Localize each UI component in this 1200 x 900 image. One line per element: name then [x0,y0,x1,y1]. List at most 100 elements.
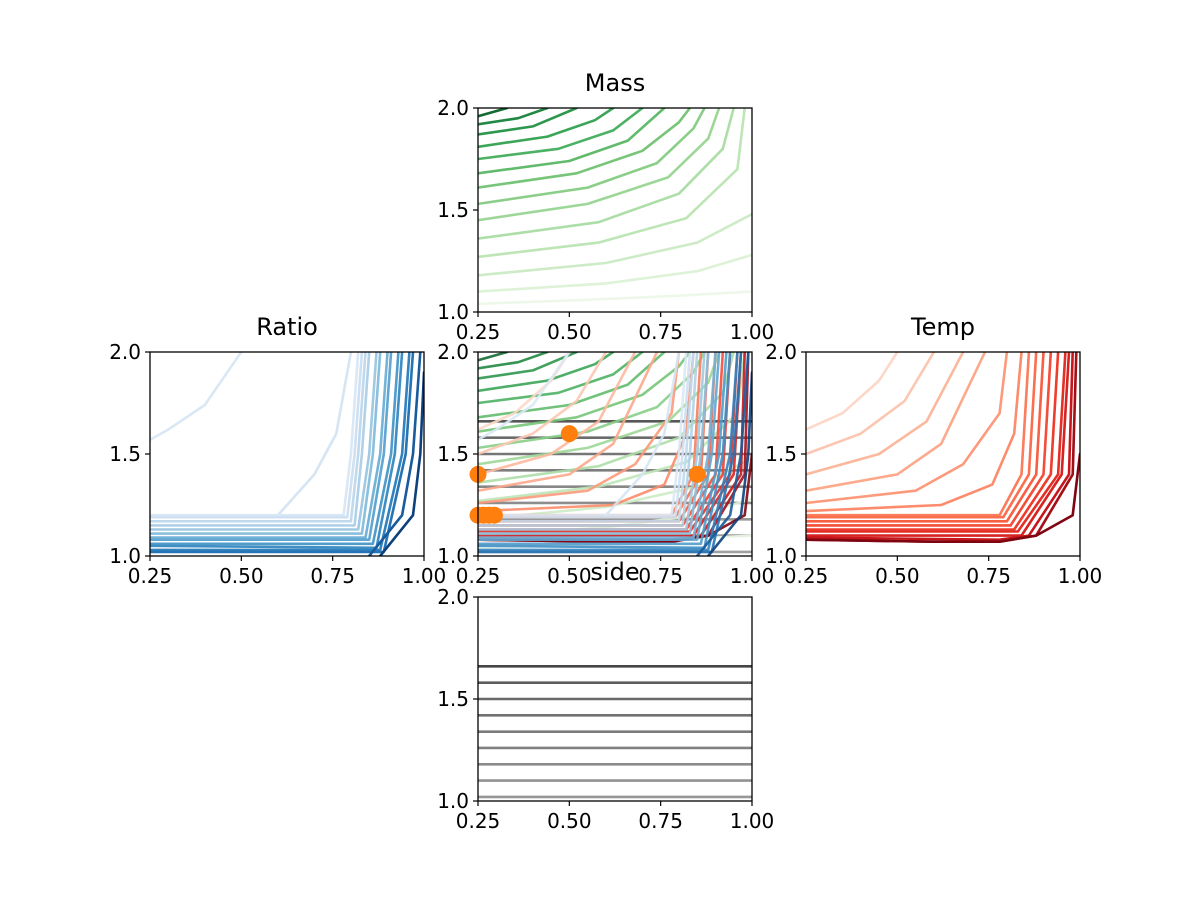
mass-contour-line [478,108,746,259]
side-y-tick-label: 1.0 [437,789,469,813]
combined-ratio-contour-line [478,352,695,523]
combined-x-tick-label: 0.75 [638,564,683,588]
mass-contour-line [478,108,666,175]
ratio-x-tick-label: 0.75 [310,564,355,588]
temp-x-tick-label: 0.50 [875,564,920,588]
ratio-contour-line [150,352,371,527]
combined-ratio-contour-line [478,352,710,535]
ratio-contour-line [150,352,382,535]
scatter-point [560,425,578,443]
combined-ratio-contour-line [478,352,721,541]
combined-ratio-contour-line [706,371,752,556]
mass-y-tick-label: 1.0 [437,300,469,324]
mass-contour-line [478,290,752,306]
temp-contour-line [806,352,1060,531]
mass-contour-line [478,108,706,206]
combined-ratio-contour-line [604,352,681,517]
mass-contour-line [478,108,509,118]
ratio-x-tick-label: 1.00 [402,564,447,588]
temp-contour-line [806,352,899,431]
ratio-y-tick-label: 1.0 [109,544,141,568]
temp-contour-line [806,352,1038,519]
side-y-tick-label: 2.0 [437,585,469,609]
combined-mass-contour-line [478,352,549,370]
ratio-contour-line [150,352,393,541]
combined-y-tick-label: 1.0 [437,544,469,568]
combined-ratio-contour-line [478,352,699,527]
temp-contour-line [806,352,936,456]
temp-x-tick-label: 0.75 [966,564,1011,588]
temp-panel-contours [806,352,1080,543]
combined-x-tick-label: 0.25 [456,564,501,588]
temp-contour-line [806,352,987,492]
temp-contour-line [806,352,1023,513]
side-y-tick-label: 1.5 [437,687,469,711]
ratio-contour-line [150,352,400,546]
mass-contour-line [478,212,752,277]
temp-contour-line [806,352,965,476]
ratio-y-tick-label: 1.5 [109,442,141,466]
combined-y-tick-label: 2.0 [437,340,469,364]
temp-contour-line [806,352,1071,537]
combined-ratio-contour-line [478,352,688,517]
combined-ratio-contour-line [478,352,692,519]
combined-ratio-contour-line [478,352,717,539]
combined-y-tick-label: 1.5 [437,442,469,466]
combined-ratio-contour-line [478,352,728,546]
side-x-tick-label: 0.25 [456,809,501,833]
temp-contour-line [806,352,1053,527]
ratio-x-tick-label: 0.50 [219,564,264,588]
mass-contour-line [478,108,735,240]
ratio-y-tick-label: 2.0 [109,340,141,364]
scatter-point [485,506,503,524]
ratio-x-tick-label: 0.25 [128,564,173,588]
ratio-panel-contours [150,352,424,556]
combined-x-tick-label: 1.00 [730,564,775,588]
combined-temp-contour-line [478,352,681,505]
ratio-contour-line [378,371,424,556]
mass-x-tick-label: 1.00 [730,320,775,344]
combined-mass-contour-line [478,352,578,380]
plot-frames [145,107,1081,806]
temp-x-tick-label: 1.00 [1058,564,1103,588]
temp-x-tick-label: 0.25 [784,564,829,588]
temp-contour-line [806,352,1045,523]
temp-contour-line [806,352,1067,533]
combined-ratio-contour-line [478,352,732,550]
mass-y-tick-label: 1.5 [437,198,469,222]
temp-contour-line [806,352,1009,505]
mass-contour-line [478,108,721,222]
plot-content [150,108,1080,799]
combined-x-tick-label: 0.50 [547,564,592,588]
mass-x-tick-label: 0.75 [638,320,683,344]
ratio-contour-line [150,352,243,441]
combined-ratio-contour-line [478,352,571,441]
combined-mass-contour-line [478,352,692,433]
combined-ratio-contour-line [478,352,706,531]
ratio-contour-line [150,352,411,552]
ratio-contour-line [150,352,378,531]
temp-y-tick-label: 1.0 [765,544,797,568]
ratio-contour-line [150,352,360,517]
combined-ratio-contour-line [695,352,750,556]
combined-ratio-contour-line [478,352,743,554]
mass-contour-line [478,108,615,149]
ratio-contour-line [367,352,422,556]
mass-contour-line [478,108,644,161]
side-title: side [590,558,639,586]
ratio-title: Ratio [256,313,318,341]
temp-title: Temp [910,313,975,341]
scatter-point [688,465,706,483]
mass-x-tick-label: 0.25 [456,320,501,344]
side-x-tick-label: 1.00 [730,809,775,833]
ratio-contour-line [150,352,404,550]
temp-contour-line [806,452,1080,543]
ratio-contour-line [150,352,367,523]
mass-panel-contours [478,108,752,306]
ratio-contour-line [276,352,353,517]
ratio-contour-line [150,352,415,554]
side-x-tick-label: 0.50 [547,809,592,833]
temp-y-tick-label: 2.0 [765,340,797,364]
